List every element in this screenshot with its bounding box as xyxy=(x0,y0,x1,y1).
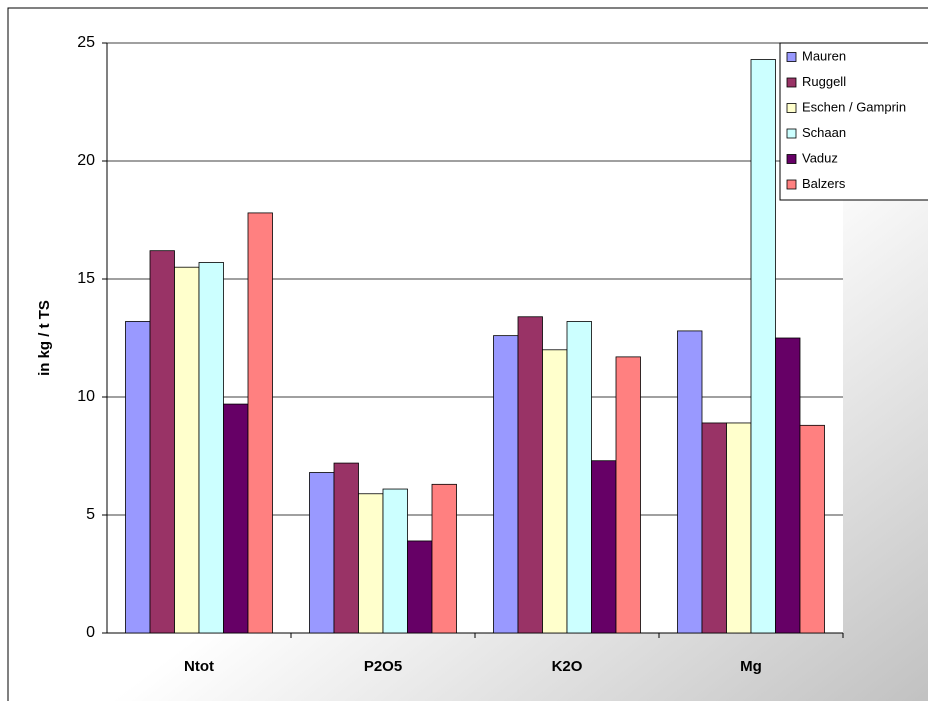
legend-box xyxy=(779,42,928,201)
legend-label: Balzers xyxy=(802,176,846,191)
bar xyxy=(125,321,151,634)
bar xyxy=(493,335,519,634)
bar xyxy=(750,59,776,634)
legend-swatch xyxy=(786,154,797,164)
legend-label: Vaduz xyxy=(802,150,838,165)
bar xyxy=(726,422,752,634)
legend-label: Mauren xyxy=(802,48,846,63)
y-tick-label: 0 xyxy=(86,624,95,641)
y-tick-label: 10 xyxy=(77,388,95,405)
bar xyxy=(542,349,568,634)
bar xyxy=(358,493,384,634)
y-tick-label: 15 xyxy=(77,270,95,287)
legend-swatch xyxy=(786,103,797,113)
bar xyxy=(799,424,825,634)
legend-swatch xyxy=(786,179,797,190)
legend-swatch xyxy=(786,128,797,139)
bar xyxy=(382,488,408,634)
bar xyxy=(198,262,224,634)
x-tick-label: K2O xyxy=(552,658,583,675)
bar xyxy=(517,316,543,634)
legend-label: Eschen / Gamprin xyxy=(802,99,906,114)
bar xyxy=(701,422,727,634)
bar xyxy=(407,540,433,634)
x-tick-label: P2O5 xyxy=(364,658,402,675)
bar xyxy=(309,472,335,634)
y-axis-title: in kg / t TS xyxy=(36,300,53,376)
bar xyxy=(566,321,592,634)
y-tick-label: 5 xyxy=(86,506,95,523)
bar xyxy=(223,403,249,634)
bar xyxy=(149,250,175,634)
legend-label: Ruggell xyxy=(802,74,846,89)
bar xyxy=(591,460,617,634)
bar xyxy=(431,483,457,634)
x-tick-label: Ntot xyxy=(184,658,214,675)
legend-swatch xyxy=(786,52,797,62)
x-tick-label: Mg xyxy=(740,658,762,675)
y-tick-label: 20 xyxy=(77,152,95,169)
bar xyxy=(677,330,703,634)
bar xyxy=(615,356,641,634)
bar xyxy=(247,212,273,634)
legend-label: Schaan xyxy=(802,125,846,140)
y-tick-label: 25 xyxy=(77,34,95,51)
legend-swatch xyxy=(786,77,797,88)
bar xyxy=(775,337,801,634)
bar xyxy=(333,462,359,634)
bar xyxy=(174,266,200,634)
